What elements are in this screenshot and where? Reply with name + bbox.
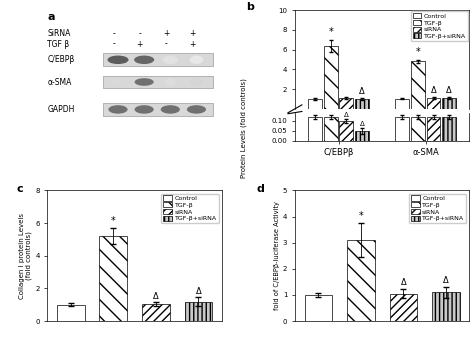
Bar bbox=[427, 117, 440, 141]
Text: -: - bbox=[112, 40, 115, 49]
Y-axis label: Collagen I protein Levels
(fold controls): Collagen I protein Levels (fold controls… bbox=[19, 213, 33, 299]
Ellipse shape bbox=[111, 78, 125, 86]
Text: C/EBPβ: C/EBPβ bbox=[47, 55, 74, 64]
Bar bbox=[432, 292, 460, 321]
Legend: Control, TGF-β, siRNA, TGF-β+siRNA: Control, TGF-β, siRNA, TGF-β+siRNA bbox=[162, 194, 219, 223]
Text: Δ: Δ bbox=[447, 87, 452, 95]
Text: GAPDH: GAPDH bbox=[47, 105, 75, 114]
Legend: Control, TGF-β, siRNA, TGF-β+siRNA: Control, TGF-β, siRNA, TGF-β+siRNA bbox=[409, 194, 466, 223]
Bar bbox=[339, 121, 353, 141]
Text: Δ: Δ bbox=[443, 276, 449, 285]
Ellipse shape bbox=[187, 105, 206, 114]
Bar bbox=[411, 62, 425, 109]
Bar bbox=[347, 240, 374, 321]
Text: d: d bbox=[256, 184, 264, 194]
Text: -: - bbox=[112, 29, 115, 38]
Ellipse shape bbox=[134, 55, 154, 64]
Text: +: + bbox=[163, 29, 169, 38]
Bar bbox=[395, 99, 409, 109]
Bar bbox=[339, 98, 353, 109]
Ellipse shape bbox=[190, 78, 203, 86]
Bar bbox=[308, 117, 322, 141]
Ellipse shape bbox=[135, 78, 154, 86]
Bar bbox=[142, 304, 170, 321]
Text: Δ: Δ bbox=[431, 87, 437, 95]
Text: b: b bbox=[246, 2, 254, 12]
Ellipse shape bbox=[135, 105, 154, 114]
Text: *: * bbox=[328, 27, 333, 37]
Ellipse shape bbox=[163, 55, 178, 64]
Text: *: * bbox=[111, 216, 116, 225]
Bar bbox=[103, 76, 213, 88]
Bar bbox=[57, 305, 84, 321]
Text: α-SMA: α-SMA bbox=[47, 77, 72, 87]
Bar bbox=[308, 99, 322, 109]
Ellipse shape bbox=[161, 105, 180, 114]
Bar bbox=[390, 294, 417, 321]
Text: Δ: Δ bbox=[360, 121, 365, 127]
Text: Δ: Δ bbox=[344, 112, 349, 118]
Bar bbox=[442, 98, 456, 109]
Bar bbox=[355, 99, 369, 109]
Text: Δ: Δ bbox=[153, 292, 159, 301]
Bar bbox=[324, 46, 337, 109]
Text: a: a bbox=[47, 12, 55, 22]
Text: +: + bbox=[137, 40, 143, 49]
Text: *: * bbox=[358, 211, 363, 221]
Text: -: - bbox=[164, 40, 167, 49]
Bar bbox=[395, 117, 409, 141]
Text: -: - bbox=[138, 29, 141, 38]
Legend: Control, TGF-β, siRNA, TGF-β+siRNA: Control, TGF-β, siRNA, TGF-β+siRNA bbox=[411, 11, 468, 41]
Bar bbox=[411, 117, 425, 141]
Text: SiRNA: SiRNA bbox=[47, 29, 71, 38]
Bar bbox=[103, 53, 213, 66]
Text: Δ: Δ bbox=[401, 279, 406, 287]
Bar bbox=[355, 131, 369, 141]
Bar bbox=[100, 236, 127, 321]
Bar bbox=[103, 103, 213, 116]
Bar bbox=[324, 117, 337, 141]
Ellipse shape bbox=[109, 105, 128, 114]
Text: Δ: Δ bbox=[359, 88, 365, 96]
Ellipse shape bbox=[190, 55, 203, 64]
Bar bbox=[304, 295, 332, 321]
Bar bbox=[442, 117, 456, 141]
Text: c: c bbox=[16, 184, 23, 194]
Text: *: * bbox=[415, 48, 420, 57]
Bar bbox=[184, 301, 212, 321]
Text: +: + bbox=[189, 40, 195, 49]
Text: Protein Levels (fold controls): Protein Levels (fold controls) bbox=[241, 78, 247, 178]
Text: TGF β: TGF β bbox=[47, 40, 70, 49]
Ellipse shape bbox=[108, 55, 128, 64]
Text: +: + bbox=[189, 29, 195, 38]
Text: Δ: Δ bbox=[195, 287, 201, 296]
Bar bbox=[427, 98, 440, 109]
Ellipse shape bbox=[164, 78, 176, 86]
Y-axis label: fold of C/EBPβ-luciferase Activity: fold of C/EBPβ-luciferase Activity bbox=[274, 201, 280, 310]
